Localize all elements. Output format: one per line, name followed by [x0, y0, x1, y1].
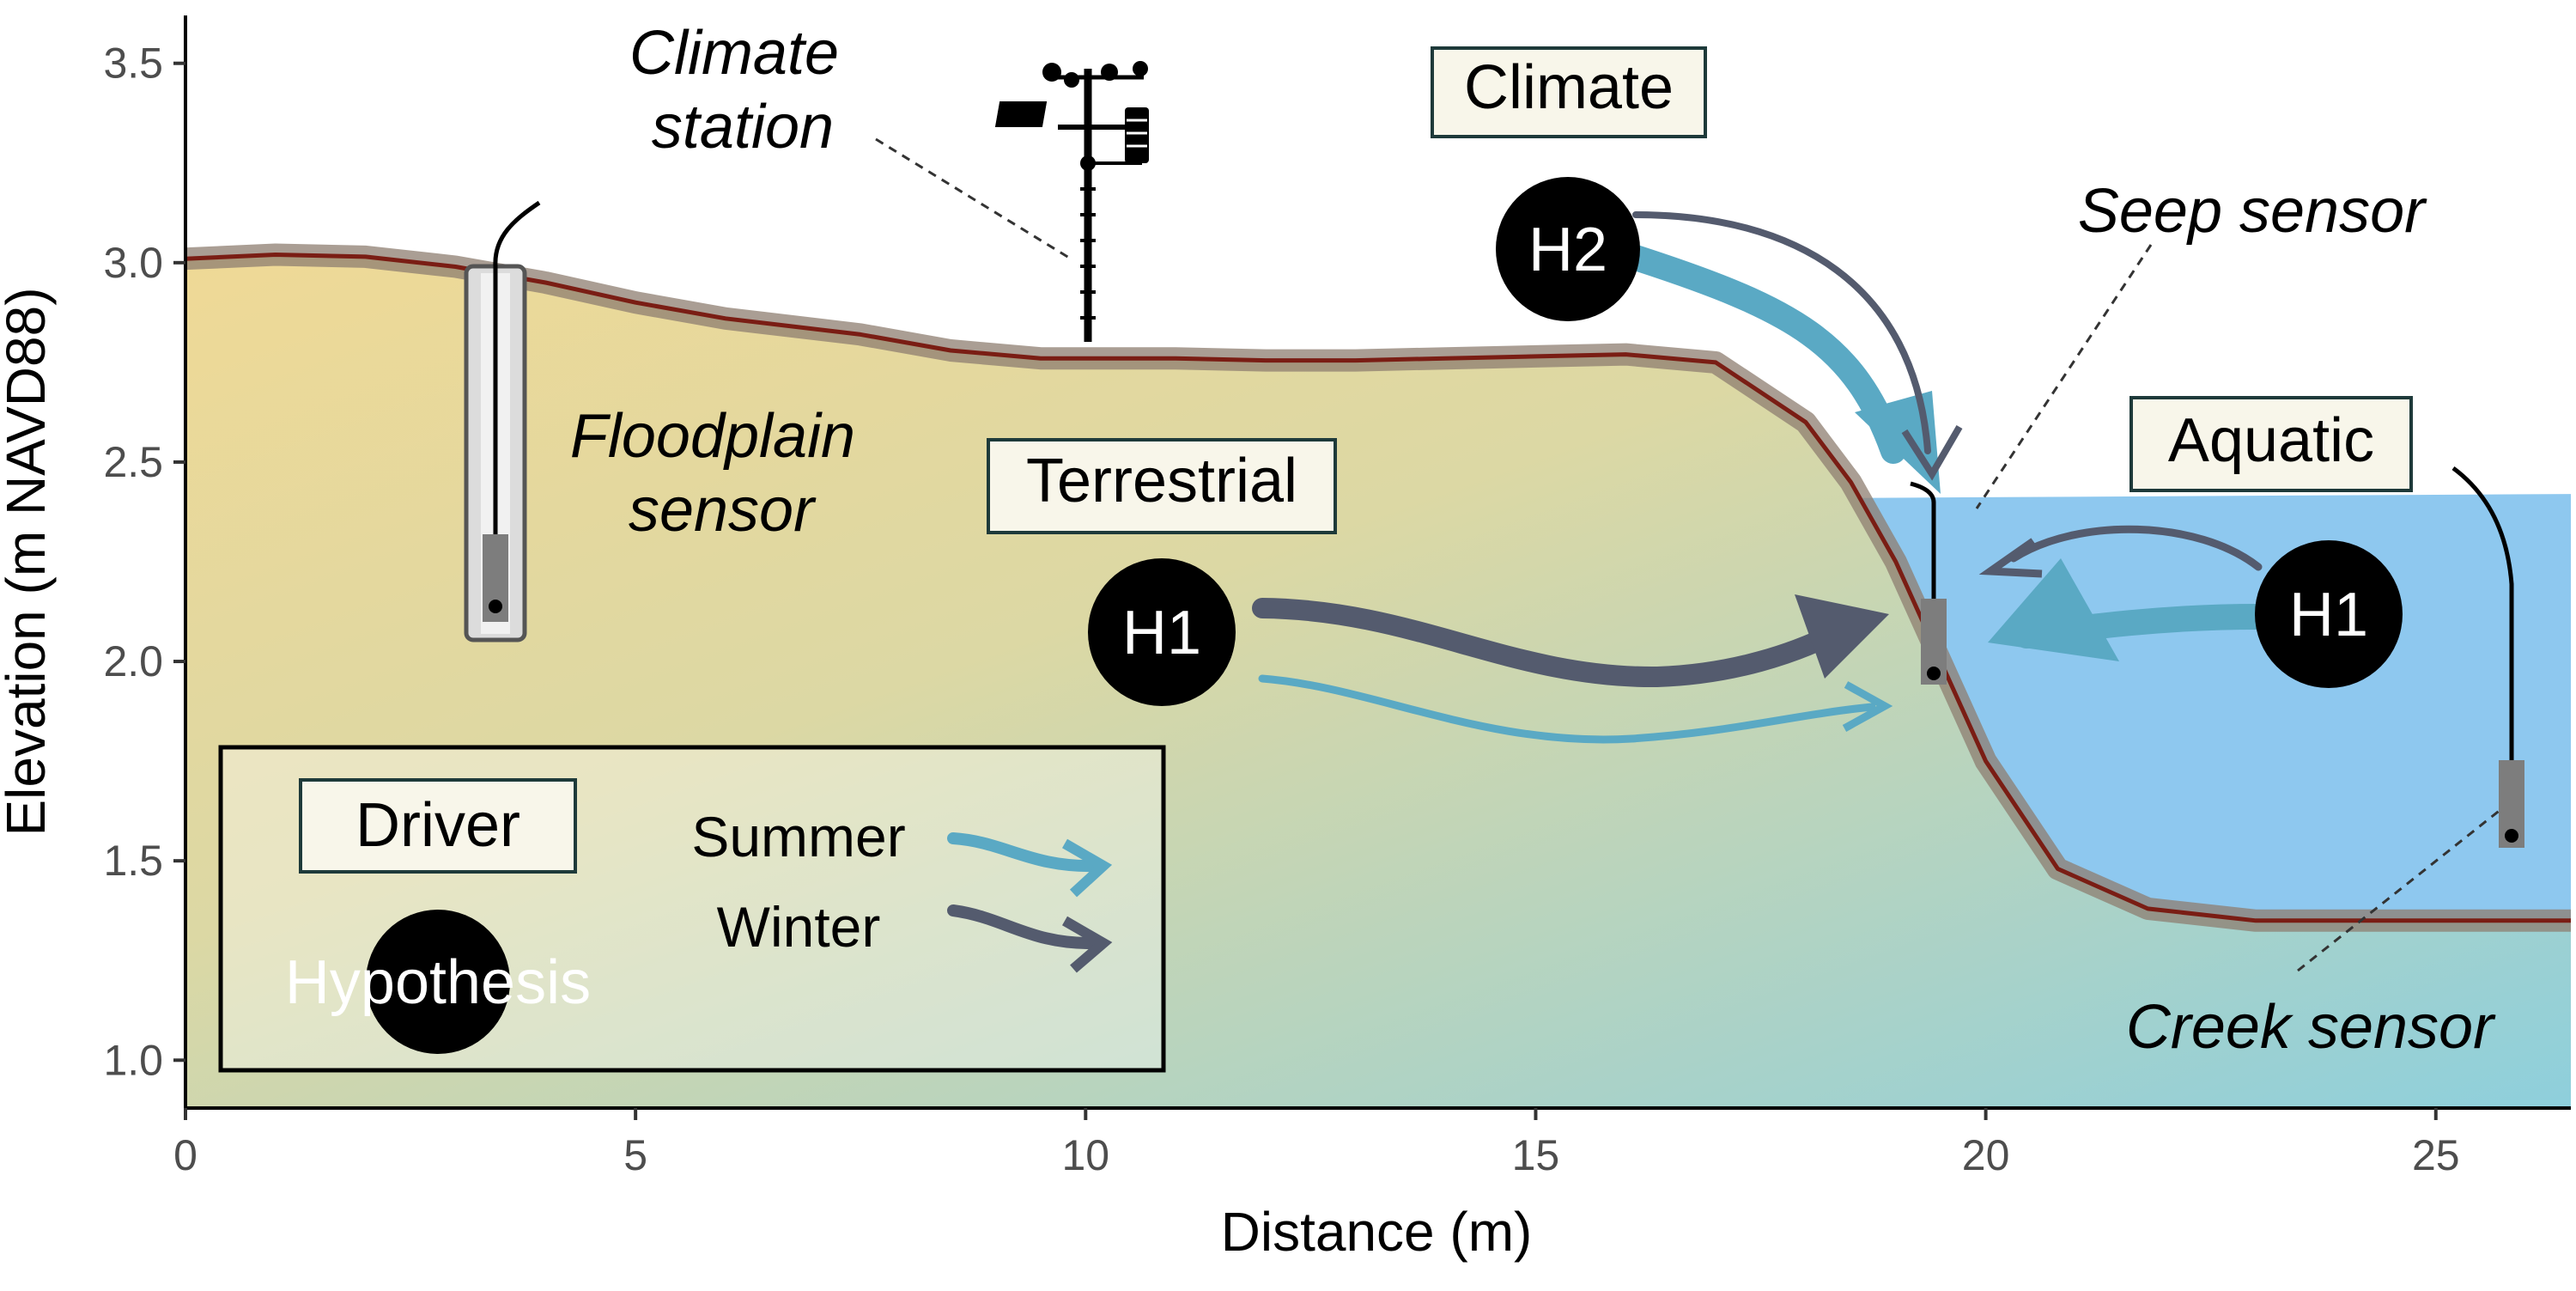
legend-driver-box	[299, 778, 577, 874]
y-tick-label: 2.5	[103, 438, 163, 486]
driver-terrestrial-label: Terrestrial	[1026, 447, 1297, 515]
legend: Driver Hypothesis Summer Winter	[218, 745, 1166, 1073]
legend-summer-label: Summer	[691, 805, 905, 868]
hypothesis-h2-climate-disc	[1496, 177, 1640, 321]
creek-sensor-cable	[2451, 466, 2514, 764]
hypothesis-h1-terrestrial: H1	[1088, 558, 1236, 706]
driver-terrestrial-box: Terrestrial	[987, 438, 1337, 534]
creek-sensor	[2451, 466, 2524, 848]
anemometer-cup-icon	[1042, 63, 1061, 82]
x-axis-title: Distance (m)	[1221, 1201, 1533, 1263]
seep-sensor-label: Seep sensor	[2078, 177, 2427, 246]
hypothesis-h2-climate-label: H2	[1528, 216, 1607, 284]
x-tick-label: 25	[2412, 1131, 2460, 1179]
legend-driver-label: Driver	[355, 791, 520, 860]
legend-hypothesis-label: Hypothesis	[285, 948, 591, 1017]
seep-sensor	[1910, 481, 1947, 685]
driver-climate-box-frame	[1431, 46, 1707, 138]
floodplain-sensor	[464, 200, 541, 642]
hypothesis-h2-climate: H2	[1496, 177, 1640, 321]
hypothesis-h1-aquatic-label: H1	[2289, 581, 2368, 649]
driver-aquatic-box-frame	[2129, 396, 2413, 492]
climate-winter-arrow	[1632, 211, 1963, 481]
y-tick-label: 1.0	[103, 1036, 163, 1084]
climate-station	[994, 61, 1149, 342]
floodplain-sensor-cable	[493, 200, 541, 537]
climate-station-leader	[875, 137, 1070, 259]
terrestrial-summer-arrow	[1258, 674, 1893, 744]
y-tick-label: 3.5	[103, 40, 163, 88]
ground-surface-line	[185, 253, 2571, 923]
wind-vane-icon	[1133, 61, 1148, 76]
y-tick-label: 3.0	[103, 239, 163, 287]
x-tick-label: 20	[1962, 1131, 2010, 1179]
driver-aquatic-label: Aquatic	[2168, 406, 2374, 475]
climate-station-label-line2: station	[652, 93, 834, 161]
seep-sensor-dot	[1927, 667, 1941, 680]
seep-sensor-leader	[1975, 244, 2153, 509]
anemometer-cup-icon-3	[1101, 64, 1118, 81]
legend-hypothesis-disc	[366, 910, 510, 1054]
anemometer-cup-icon-2	[1064, 72, 1079, 88]
axes: 0 5 10 15 20 25 1.0 1.5 2.0 2.5 3.0 3.5 Distance (…	[0, 15, 2571, 1263]
legend-winter-label: Winter	[717, 895, 881, 959]
x-tick-label: 10	[1061, 1131, 1109, 1179]
hypothesis-h1-terrestrial-label: H1	[1122, 599, 1201, 667]
terrestrial-winter-arrow	[1252, 594, 1889, 688]
aquatic-winter-arrow	[1978, 525, 2263, 578]
climate-station-label-line1: Climate	[629, 19, 839, 88]
aquatic-summer-arrow	[1988, 558, 2271, 661]
hypothesis-h1-terrestrial-disc	[1088, 558, 1236, 706]
creek-sensor-leader	[2297, 804, 2506, 972]
driver-aquatic-box: Aquatic	[2129, 396, 2413, 492]
y-axis-title: Elevation (m NAVD88)	[0, 287, 57, 836]
climate-station-joint	[1080, 155, 1096, 171]
driver-climate-label: Climate	[1464, 53, 1674, 122]
creek-sensor-dot	[2505, 829, 2518, 843]
climate-summer-arrow	[1623, 245, 1941, 494]
x-tick-label: 15	[1512, 1131, 1560, 1179]
x-tick-label: 5	[623, 1131, 647, 1179]
driver-climate-box: Climate	[1431, 46, 1707, 138]
floodplain-sensor-label-line2: sensor	[629, 476, 817, 545]
floodplain-sensor-dot	[489, 600, 502, 613]
hypothesis-h1-aquatic-disc	[2255, 540, 2403, 688]
floodplain-sensor-label: Floodplain sensor	[570, 402, 872, 545]
legend-summer-arrow	[947, 832, 1113, 898]
x-tick-label: 0	[173, 1131, 197, 1179]
x-ticks: 0 5 10 15 20 25	[173, 1108, 2460, 1179]
creek-sensor-label: Creek sensor	[2126, 993, 2496, 1062]
radiation-shield-icon	[1125, 107, 1149, 163]
y-tick-label: 2.0	[103, 637, 163, 685]
legend-winter-arrow	[947, 904, 1113, 973]
radiation-shield-slats	[1127, 119, 1147, 148]
solar-panel-icon	[994, 101, 1048, 127]
floodplain-soil	[185, 254, 2571, 1108]
climate-station-label: Climate station	[629, 19, 856, 161]
seep-sensor-cable	[1910, 481, 1936, 601]
floodplain-sensor-label-line1: Floodplain	[570, 402, 855, 471]
driver-terrestrial-box-frame	[987, 438, 1337, 534]
y-ticks: 1.0 1.5 2.0 2.5 3.0 3.5	[103, 40, 185, 1084]
climate-station-rungs	[1080, 187, 1096, 320]
hypothesis-h1-aquatic: H1	[2255, 540, 2403, 688]
y-tick-label: 1.5	[103, 837, 163, 885]
